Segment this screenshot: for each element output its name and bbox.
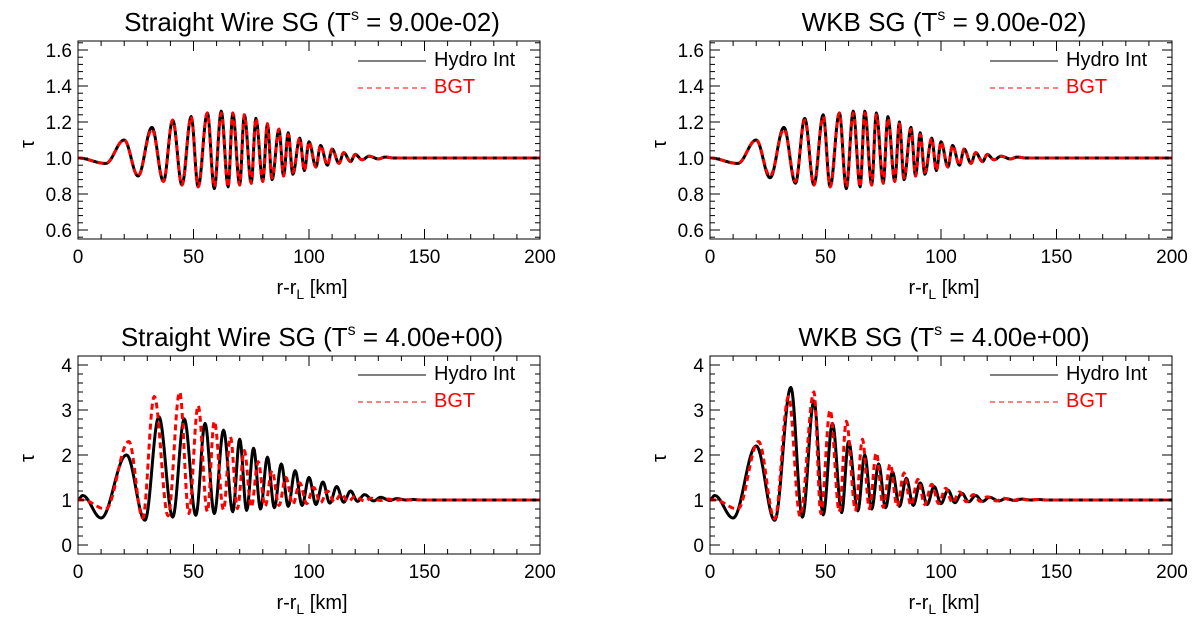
- y-tick-label: 4: [61, 356, 72, 377]
- panel-wkb-low: WKB SG (Ts = 9.00e-02) r-rL [km] τ Hydro…: [649, 7, 1188, 302]
- series-line-hydro-int: [710, 109, 1172, 191]
- x-tick-label: 200: [1156, 247, 1188, 268]
- y-tick-label: 0.8: [46, 185, 72, 206]
- y-tick-label: 1.6: [678, 41, 704, 62]
- legend: Hydro Int BGT: [358, 363, 516, 412]
- y-tick-label: 1.4: [678, 77, 705, 98]
- x-axis-label: r-rL [km]: [908, 592, 979, 617]
- x-tick-label: 150: [409, 247, 441, 268]
- x-axis-label: r-rL [km]: [276, 592, 347, 617]
- panel-title: WKB SG (Ts = 4.00e+00): [798, 322, 1089, 352]
- series-line-bgt: [710, 390, 1172, 521]
- x-tick-label: 100: [925, 247, 957, 268]
- legend-label-hydro: Hydro Int: [1066, 49, 1148, 71]
- x-tick-label: 50: [815, 562, 836, 583]
- legend-label-bgt: BGT: [434, 76, 475, 98]
- legend: Hydro Int BGT: [358, 49, 516, 98]
- y-axis-label: τ: [17, 140, 39, 148]
- x-tick-label: 100: [293, 562, 325, 583]
- legend: Hydro Int BGT: [990, 363, 1148, 412]
- y-tick-label: 3: [693, 401, 704, 422]
- x-tick-label: 50: [183, 247, 204, 268]
- panel-wkb-high: WKB SG (Ts = 4.00e+00) r-rL [km] τ Hydro…: [649, 322, 1188, 617]
- x-tick-label: 200: [1156, 562, 1188, 583]
- x-tick-label: 200: [524, 247, 556, 268]
- y-axis-label: τ: [17, 454, 39, 462]
- y-tick-label: 1.2: [678, 113, 704, 134]
- legend: Hydro Int BGT: [990, 49, 1148, 98]
- x-tick-label: 50: [815, 247, 836, 268]
- y-tick-label: 1.0: [678, 149, 704, 170]
- legend-label-hydro: Hydro Int: [434, 49, 516, 71]
- y-tick-label: 4: [693, 356, 704, 377]
- legend-label-bgt: BGT: [1066, 390, 1107, 412]
- y-tick-label: 0.6: [46, 221, 72, 242]
- y-tick-label: 1: [61, 491, 72, 512]
- legend-label-hydro: Hydro Int: [1066, 363, 1148, 385]
- x-tick-label: 0: [73, 562, 84, 583]
- panel-straight-wire-low: Straight Wire SG (Ts = 9.00e-02) r-rL [k…: [17, 7, 556, 302]
- y-axis-label: τ: [649, 140, 671, 148]
- x-tick-label: 0: [73, 247, 84, 268]
- y-tick-label: 0.6: [678, 221, 704, 242]
- y-tick-label: 0: [693, 536, 704, 557]
- series-line-hydro-int: [78, 415, 540, 522]
- y-tick-label: 2: [693, 446, 704, 467]
- panel-title: Straight Wire SG (Ts = 4.00e+00): [121, 322, 503, 352]
- legend-label-hydro: Hydro Int: [434, 363, 516, 385]
- x-axis-label: r-rL [km]: [276, 277, 347, 302]
- x-tick-label: 150: [1041, 247, 1073, 268]
- y-axis-label: τ: [649, 454, 671, 462]
- y-tick-label: 1: [693, 491, 704, 512]
- y-tick-label: 1.0: [46, 149, 72, 170]
- panel-title: WKB SG (Ts = 9.00e-02): [802, 7, 1087, 37]
- x-tick-label: 100: [925, 562, 957, 583]
- x-tick-label: 0: [705, 562, 716, 583]
- y-tick-label: 3: [61, 401, 72, 422]
- x-tick-label: 150: [409, 562, 441, 583]
- y-tick-label: 0.8: [678, 185, 704, 206]
- legend-label-bgt: BGT: [434, 390, 475, 412]
- x-tick-label: 200: [524, 562, 556, 583]
- x-tick-label: 50: [183, 562, 204, 583]
- y-tick-label: 2: [61, 446, 72, 467]
- y-tick-label: 0: [61, 536, 72, 557]
- y-tick-label: 1.4: [46, 77, 73, 98]
- legend-label-bgt: BGT: [1066, 76, 1107, 98]
- series-line-hydro-int: [78, 109, 540, 191]
- panel-straight-wire-high: Straight Wire SG (Ts = 4.00e+00) r-rL [k…: [17, 322, 556, 617]
- y-tick-label: 1.6: [46, 41, 72, 62]
- x-tick-label: 100: [293, 247, 325, 268]
- x-axis-label: r-rL [km]: [908, 277, 979, 302]
- series-line-bgt: [78, 390, 540, 520]
- y-tick-label: 1.2: [46, 113, 72, 134]
- panel-title: Straight Wire SG (Ts = 9.00e-02): [124, 7, 500, 37]
- x-tick-label: 150: [1041, 562, 1073, 583]
- x-tick-label: 0: [705, 247, 716, 268]
